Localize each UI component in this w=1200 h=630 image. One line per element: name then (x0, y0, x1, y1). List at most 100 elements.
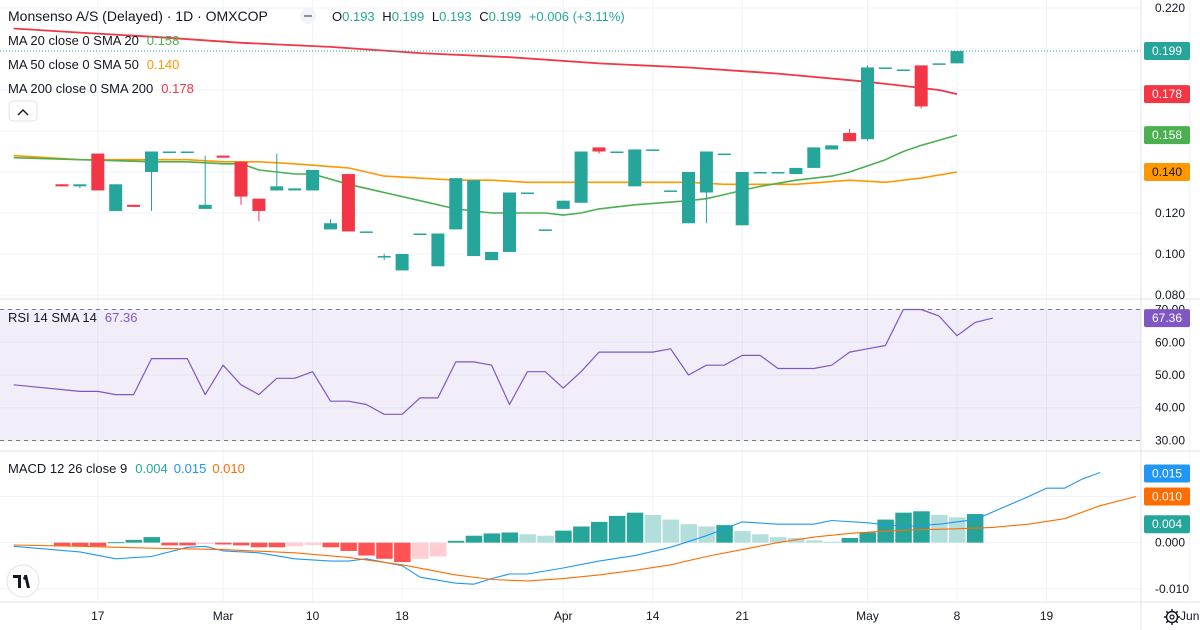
macd-histogram-bar (573, 526, 590, 543)
macd-histogram-bar (662, 519, 680, 543)
main-legend: Monsenso A/S (Delayed) · 1D · OMXCOP O0.… (8, 8, 625, 122)
macd-hist-tag-bg (1144, 515, 1190, 534)
macd-histogram-bar (608, 515, 626, 543)
time-axis-label: May (856, 609, 879, 623)
macd-histogram-bar (501, 532, 518, 543)
macd-histogram-bar (233, 542, 250, 546)
macd-line-tag: 0.015 (1152, 466, 1182, 480)
candle-body (413, 233, 427, 235)
macd-histogram-bar (394, 542, 411, 563)
macd-histogram-bar (716, 525, 733, 543)
macd-axis-label: -0.010 (1155, 582, 1189, 596)
macd-histogram-bar (143, 537, 160, 543)
candle-body (682, 172, 695, 224)
macd-histogram-bar (537, 535, 554, 543)
candle-body (503, 192, 516, 252)
rsi-axis-label: 50.00 (1155, 368, 1185, 382)
signal-line (13, 495, 1137, 582)
candle-body (807, 147, 821, 168)
candle-body (592, 147, 606, 152)
candle-body (216, 155, 230, 158)
candle-body (485, 251, 499, 261)
candle-body (431, 233, 445, 267)
candle-body (449, 178, 463, 230)
candles-layer (55, 51, 964, 271)
macd-histogram-bar (125, 539, 143, 543)
macd-histogram-bar (591, 521, 608, 543)
candle-body (843, 133, 857, 142)
candle-body (699, 151, 713, 193)
macd-histogram-bar (698, 526, 715, 543)
ma200-legend[interactable]: MA 200 close 0 SMA 200 0.178 (8, 81, 194, 96)
candle-body (556, 200, 570, 209)
rsi-tag: 67.36 (1152, 311, 1182, 325)
macd-histogram-bar (268, 542, 286, 548)
ma20-legend[interactable]: MA 20 close 0 SMA 20 0.158 (8, 33, 179, 48)
macd-histogram-bar (71, 542, 89, 547)
macd-legend[interactable]: MACD 12 26 close 9 0.004 0.015 0.010 (8, 461, 245, 476)
candle-body (717, 153, 731, 156)
macd-histogram-bar (250, 542, 268, 548)
candle-body (753, 172, 767, 174)
macd-histogram-bar (412, 542, 429, 559)
rsi-axis-label: 60.00 (1155, 335, 1185, 349)
ohlc-readout: O0.193 H0.199 L0.193 C0.199 +0.006 (+3.1… (332, 9, 625, 24)
macd-histogram-bar (680, 524, 697, 543)
candle-body (341, 174, 355, 232)
rsi-legend[interactable]: RSI 14 SMA 14 67.36 (8, 310, 137, 325)
macd-histogram-bar (555, 530, 572, 543)
macd-axis[interactable]: 0.010 0.000 -0.010 (1155, 490, 1189, 596)
legend-menu-button[interactable] (300, 8, 316, 24)
candle-body (664, 190, 678, 192)
macd-histogram-bar (429, 542, 447, 557)
signal-line-tag: 0.010 (1152, 490, 1182, 504)
macd-histogram-bar (859, 532, 876, 543)
time-axis-label: 18 (395, 609, 409, 623)
candle-body (628, 149, 642, 187)
candle-body (520, 192, 534, 194)
symbol-title[interactable]: Monsenso A/S (Delayed) · 1D · OMXCOP (8, 8, 268, 24)
candle-body (538, 229, 552, 231)
ma50-line (13, 154, 958, 186)
candle-body (467, 180, 481, 257)
ma50-tag: 0.140 (1152, 165, 1182, 179)
rsi-axis-label: 40.00 (1155, 401, 1185, 415)
candle-body (252, 198, 266, 211)
candle-body (646, 149, 660, 151)
price-pane[interactable] (0, 27, 1141, 271)
candle-body (198, 204, 212, 209)
macd-histogram-bar (304, 542, 322, 545)
macd-histogram-bar (483, 533, 501, 543)
ma200-line (13, 27, 958, 95)
macd-hist-tag: 0.004 (1152, 517, 1182, 531)
macd-histogram-bar (89, 542, 107, 547)
time-axis[interactable]: 17 Mar 10 18 Apr 14 21 May 8 19 Jun (91, 609, 1199, 623)
collapse-legend-button[interactable] (8, 100, 38, 122)
candle-body (270, 186, 284, 191)
ma200-tag-bg (1144, 85, 1190, 104)
candle-body (180, 151, 194, 153)
candle-body (306, 169, 320, 191)
macd-line (13, 471, 1101, 585)
tradingview-logo[interactable] (6, 564, 40, 598)
candle-body (395, 254, 409, 271)
time-axis-label: 14 (646, 609, 660, 623)
macd-histogram-bar (376, 542, 393, 559)
candle-body (91, 153, 105, 191)
price-axis-label: 0.080 (1155, 288, 1185, 302)
gear-icon[interactable] (1164, 609, 1180, 625)
macd-histogram-bar (286, 542, 304, 547)
macd-histogram-bar (215, 542, 232, 545)
macd-histogram-bar (770, 537, 787, 543)
macd-histogram-bar (54, 542, 71, 547)
rsi-pane[interactable] (0, 308, 1141, 441)
ma50-legend[interactable]: MA 50 close 0 SMA 50 0.140 (8, 57, 179, 72)
macd-pane[interactable] (13, 471, 1137, 585)
time-axis-label: 8 (954, 609, 961, 623)
last-price-tag: 0.199 (1152, 44, 1182, 58)
macd-histogram-bar (895, 512, 912, 543)
signal-line-tag-bg (1144, 487, 1190, 506)
candle-body (359, 231, 373, 233)
